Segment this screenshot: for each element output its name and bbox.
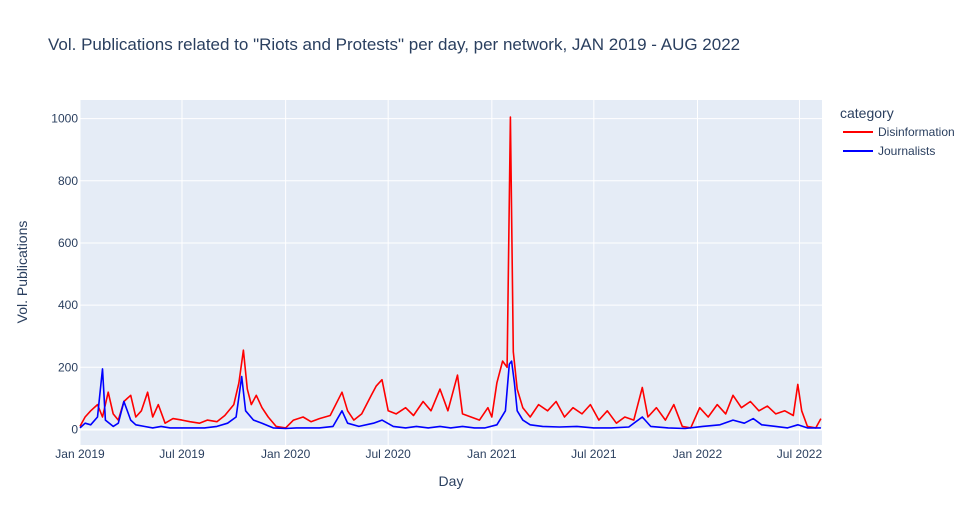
y-tick-label: 0 xyxy=(71,422,78,436)
legend: category Disinformation Journalists xyxy=(840,105,955,158)
x-tick-label: Jul 2022 xyxy=(777,447,823,461)
legend-label[interactable]: Disinformation xyxy=(878,125,955,139)
legend-title: category xyxy=(840,105,894,121)
legend-label[interactable]: Journalists xyxy=(878,144,935,158)
x-tick-label: Jul 2019 xyxy=(159,447,205,461)
y-axis-title: Vol. Publications xyxy=(14,221,30,324)
x-tick-label: Jul 2021 xyxy=(571,447,617,461)
x-tick-label: Jan 2020 xyxy=(261,447,311,461)
plot-area xyxy=(80,100,822,445)
chart-title: Vol. Publications related to "Riots and … xyxy=(48,35,740,54)
legend-items: Disinformation Journalists xyxy=(843,125,955,158)
x-tick-label: Jan 2022 xyxy=(673,447,723,461)
y-tick-label: 600 xyxy=(58,236,78,250)
y-tick-label: 1000 xyxy=(51,112,78,126)
x-axis-title: Day xyxy=(439,473,464,489)
x-tick-label: Jan 2019 xyxy=(55,447,105,461)
x-tick-label: Jul 2020 xyxy=(365,447,411,461)
y-tick-labels: 0 200 400 600 800 1000 xyxy=(51,112,78,437)
x-tick-labels: Jan 2019 Jul 2019 Jan 2020 Jul 2020 Jan 2021… xyxy=(55,447,822,461)
y-tick-label: 800 xyxy=(58,174,78,188)
y-tick-label: 200 xyxy=(58,360,78,374)
y-tick-label: 400 xyxy=(58,298,78,312)
x-tick-label: Jan 2021 xyxy=(467,447,517,461)
